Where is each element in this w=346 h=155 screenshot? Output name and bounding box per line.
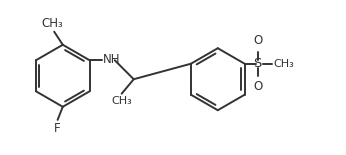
- Text: CH₃: CH₃: [111, 96, 132, 106]
- Text: NH: NH: [103, 53, 120, 66]
- Text: F: F: [54, 122, 61, 135]
- Text: CH₃: CH₃: [42, 17, 63, 30]
- Text: S: S: [254, 57, 262, 70]
- Text: O: O: [253, 34, 262, 47]
- Text: O: O: [253, 80, 262, 93]
- Text: CH₃: CH₃: [273, 59, 294, 69]
